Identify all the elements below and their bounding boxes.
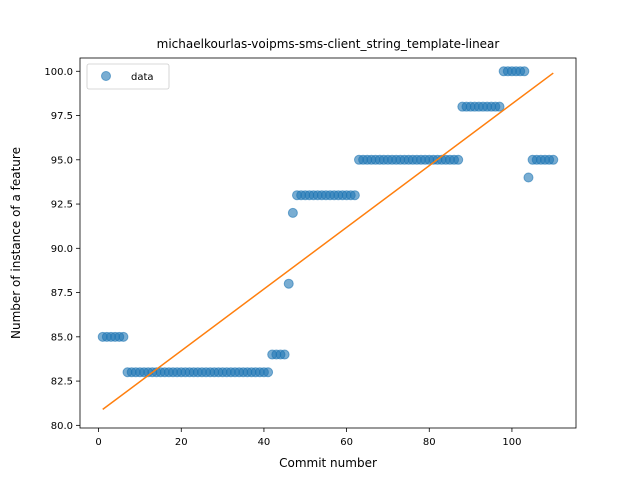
y-tick-label: 85.0: [51, 332, 73, 343]
data-point: [453, 154, 464, 165]
y-tick-label: 90.0: [51, 244, 73, 255]
y-tick-label: 80.0: [51, 421, 73, 432]
axis-ticks: 0 20 40 60 80 100 80.0 82.5 85.0 87.5 90.0 92.5 95.0…: [44, 67, 521, 448]
y-tick-label: 100.0: [44, 67, 73, 78]
x-tick-label: 40: [258, 437, 271, 448]
x-tick-label: 60: [340, 437, 353, 448]
x-tick-label: 0: [95, 437, 101, 448]
y-tick-label: 97.5: [51, 111, 73, 122]
legend-box: [86, 63, 170, 90]
data-point: [494, 101, 505, 112]
fit-line: [102, 72, 554, 411]
data-point: [519, 66, 530, 77]
y-axis-label: Number of instance of a feature: [9, 147, 23, 339]
axes-frame: [79, 57, 577, 429]
x-tick-label: 20: [175, 437, 188, 448]
x-axis-label: Commit number: [279, 456, 377, 470]
y-tick-label: 87.5: [51, 288, 73, 299]
data-point: [283, 278, 294, 289]
data-point: [523, 172, 534, 183]
data-point: [263, 367, 274, 378]
data-point: [349, 190, 360, 201]
legend: data: [86, 63, 170, 90]
legend-label-data: data: [131, 72, 154, 83]
data-point: [118, 331, 129, 342]
x-tick-label: 100: [502, 437, 521, 448]
x-tick-label: 80: [423, 437, 436, 448]
plot-area: [97, 66, 559, 411]
chart-title: michaelkourlas-voipms-sms-client_string_…: [157, 37, 500, 51]
legend-marker-data: [101, 71, 111, 81]
data-point: [548, 154, 559, 165]
y-tick-label: 82.5: [51, 377, 73, 388]
y-tick-label: 95.0: [51, 155, 73, 166]
y-tick-label: 92.5: [51, 200, 73, 211]
data-point: [279, 349, 290, 360]
data-point: [287, 207, 298, 218]
